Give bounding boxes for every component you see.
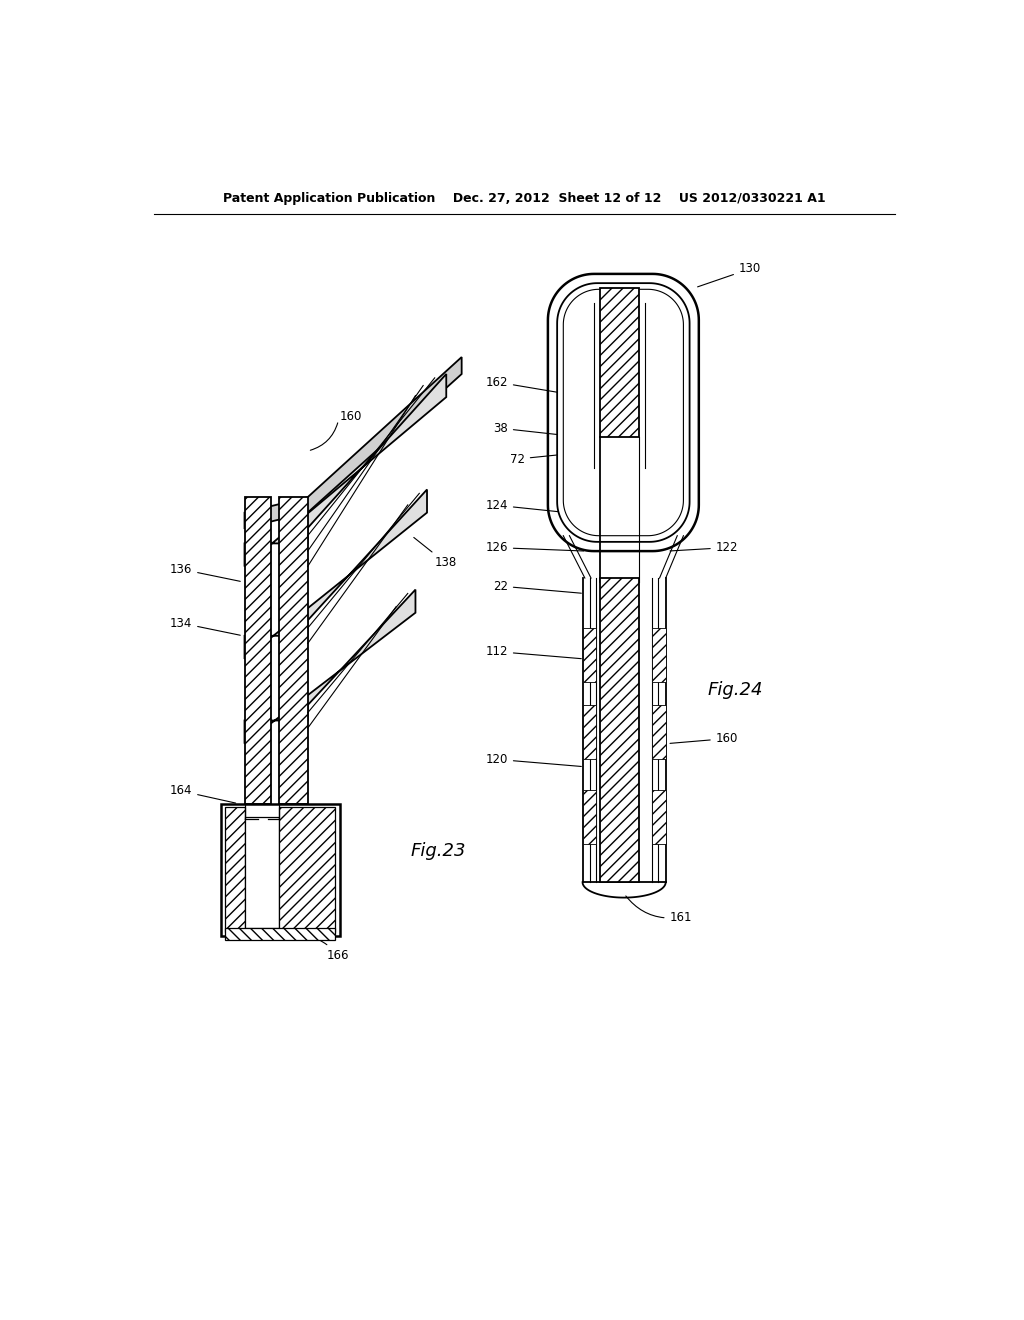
Polygon shape [245,590,416,743]
Polygon shape [557,284,689,543]
Text: 160: 160 [340,409,362,422]
Text: 164: 164 [170,784,236,803]
Text: 126: 126 [485,541,584,554]
Polygon shape [245,498,270,804]
Text: 166: 166 [288,935,349,962]
Polygon shape [245,374,446,566]
Text: 124: 124 [485,499,564,512]
Text: 72: 72 [510,451,594,466]
Text: 22: 22 [493,579,582,593]
Text: 120: 120 [485,752,582,767]
Polygon shape [600,578,639,882]
Polygon shape [224,928,335,940]
Polygon shape [652,789,666,843]
Polygon shape [583,789,596,843]
Text: 138: 138 [414,537,457,569]
Polygon shape [563,289,683,536]
Polygon shape [245,817,280,928]
Polygon shape [652,705,666,759]
Polygon shape [280,498,307,804]
Polygon shape [548,275,698,552]
Text: 134: 134 [170,616,241,635]
Text: Patent Application Publication    Dec. 27, 2012  Sheet 12 of 12    US 2012/03302: Patent Application Publication Dec. 27, … [223,191,826,205]
Polygon shape [280,807,335,932]
Text: 122: 122 [670,541,738,554]
Polygon shape [224,807,245,932]
Polygon shape [245,490,427,659]
Text: 38: 38 [494,422,564,436]
Text: 162: 162 [485,376,560,393]
Text: Fig.24: Fig.24 [708,681,763,698]
Polygon shape [583,628,596,682]
Text: 112: 112 [485,645,582,659]
Polygon shape [600,288,639,437]
Polygon shape [583,705,596,759]
Text: Fig.23: Fig.23 [411,842,466,861]
Text: 161: 161 [626,896,692,924]
Text: 130: 130 [697,263,761,286]
Polygon shape [245,358,462,528]
Polygon shape [221,804,340,936]
Polygon shape [652,628,666,682]
Text: 136: 136 [170,562,241,581]
Text: 160: 160 [670,733,738,744]
